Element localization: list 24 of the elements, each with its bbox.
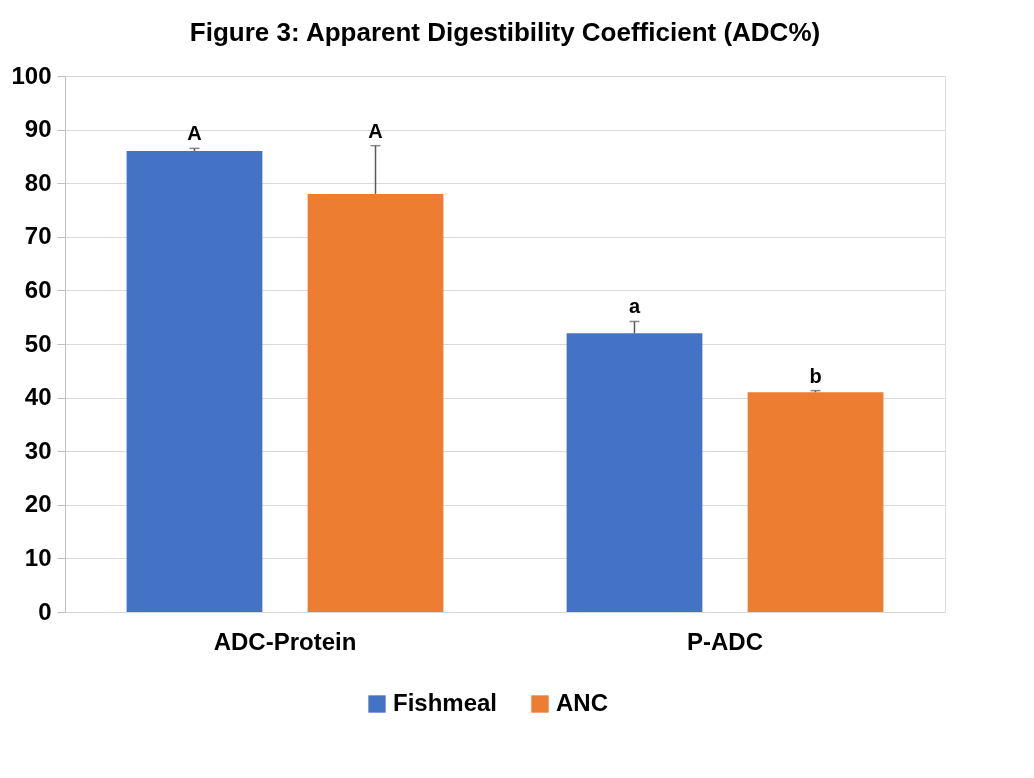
chart-title: Figure 3: Apparent Digestibility Coefficient (ADC%): [189, 17, 821, 47]
bar: [126, 151, 263, 612]
y-tick-label: 100: [11, 61, 52, 89]
x-tick-label: ADC-Protein: [213, 627, 357, 655]
annotation: A: [368, 119, 383, 142]
bar: [307, 193, 444, 612]
y-tick-label: 50: [24, 329, 52, 357]
legend-label: ANC: [556, 689, 608, 716]
y-tick-label: 90: [24, 115, 52, 143]
annotation: b: [809, 364, 822, 387]
x-tick-label: P-ADC: [687, 627, 763, 655]
legend-label: Fishmeal: [393, 689, 498, 716]
y-tick-label: 10: [24, 543, 52, 571]
bar: [566, 333, 703, 612]
y-tick-label: 0: [38, 597, 52, 625]
y-tick-label: 30: [24, 436, 52, 464]
y-tick-label: 80: [24, 168, 52, 196]
y-tick-label: 40: [24, 383, 52, 411]
bar: [747, 392, 884, 612]
y-tick-label: 60: [24, 275, 52, 303]
annotation: A: [187, 122, 202, 145]
y-tick-label: 70: [24, 222, 52, 250]
annotation: a: [628, 295, 641, 318]
y-tick-label: 20: [24, 490, 52, 518]
